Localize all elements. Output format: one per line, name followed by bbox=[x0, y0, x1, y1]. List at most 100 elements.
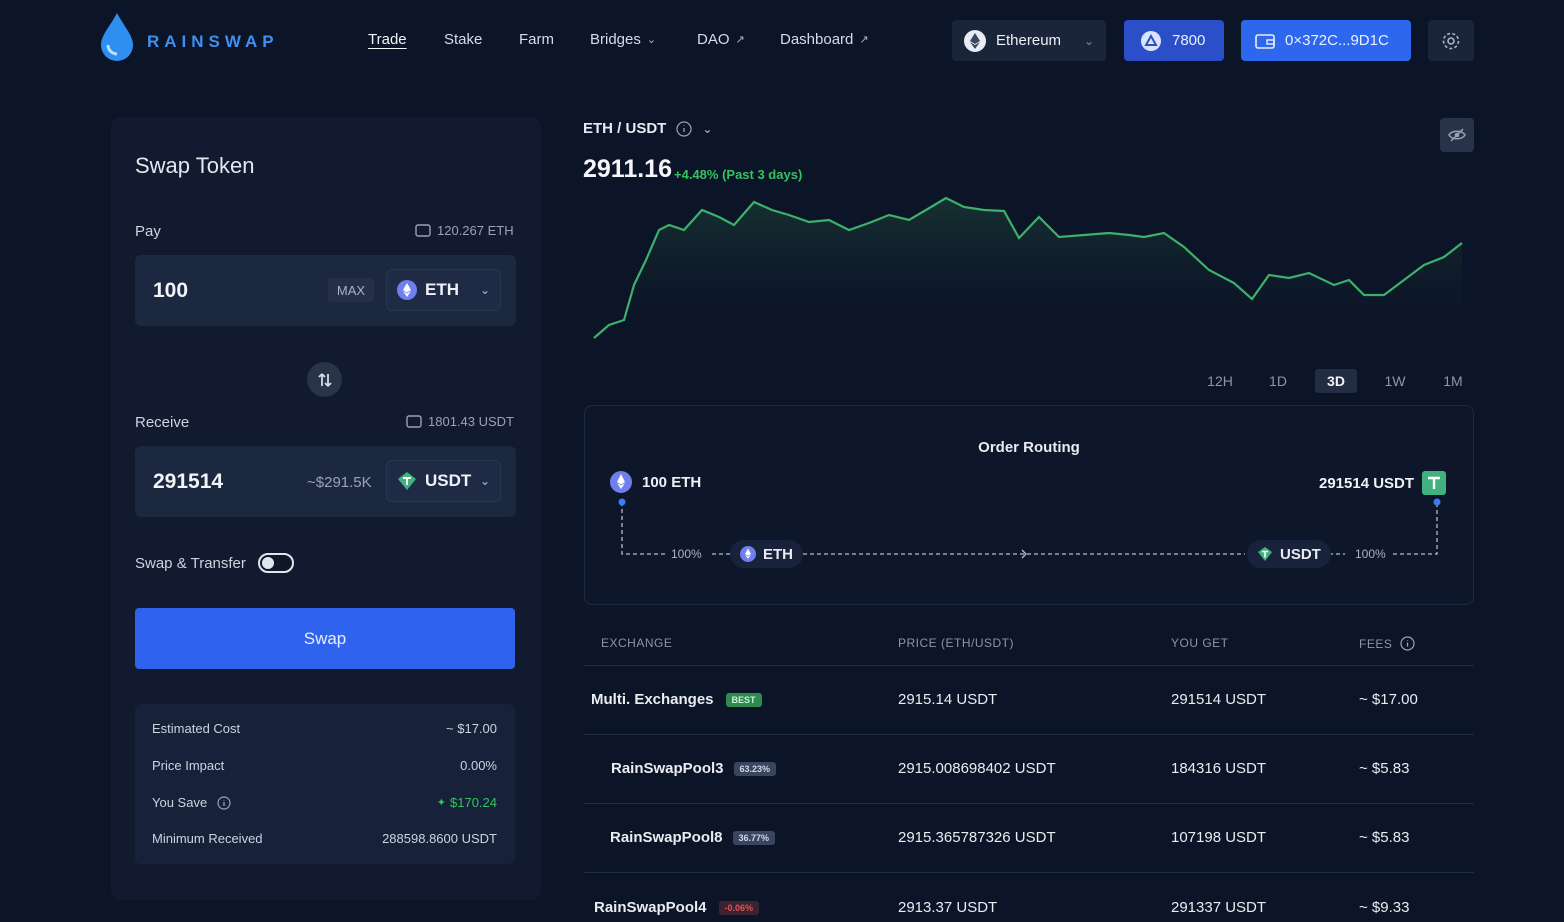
chevron-down-icon: ⌄ bbox=[1083, 33, 1094, 48]
brand-name[interactable]: RAINSWAP bbox=[147, 32, 279, 51]
current-price: 2911.16 bbox=[583, 155, 672, 183]
nav-dao-label: DAO bbox=[697, 31, 730, 48]
external-link-icon: ↗ bbox=[859, 34, 869, 46]
routing-path bbox=[618, 498, 1441, 559]
estimated-cost-row: Estimated Cost ~ $17.00 bbox=[152, 721, 497, 736]
max-button[interactable]: MAX bbox=[328, 278, 374, 302]
network-selector[interactable]: Ethereum ⌄ bbox=[952, 20, 1106, 61]
minimum-received-value: 288598.8600 USDT bbox=[382, 831, 497, 846]
wallet-icon bbox=[406, 415, 422, 428]
row-price: 2915.14 USDT bbox=[898, 691, 998, 708]
table-divider bbox=[584, 734, 1474, 735]
best-badge: BEST bbox=[725, 692, 762, 707]
nav-farm-label: Farm bbox=[519, 31, 554, 48]
price-chart[interactable] bbox=[584, 185, 1474, 350]
route-hop-eth-label: ETH bbox=[763, 545, 793, 563]
route-source: 100 ETH bbox=[610, 471, 701, 493]
route-target-percent: 100% bbox=[1355, 547, 1386, 561]
swap-button[interactable]: Swap bbox=[135, 608, 515, 669]
pair-selector[interactable]: ETH / USDT ⌄ bbox=[583, 120, 712, 137]
price-impact-value: 0.00% bbox=[460, 758, 497, 773]
row-you-get: 107198 USDT bbox=[1171, 829, 1267, 846]
network-name: Ethereum bbox=[996, 32, 1062, 49]
estimated-cost-value: ~ $17.00 bbox=[446, 721, 497, 736]
route-hop-usdt[interactable]: USDT bbox=[1247, 540, 1331, 568]
info-icon[interactable] bbox=[1400, 636, 1415, 651]
flip-tokens-button[interactable] bbox=[307, 362, 342, 397]
nav-dao[interactable]: DAO ↗ bbox=[697, 31, 745, 48]
route-source-amount: 100 ETH bbox=[642, 473, 702, 491]
route-target: 291514 USDT bbox=[1319, 471, 1447, 495]
nav-trade[interactable]: Trade bbox=[368, 31, 407, 48]
swap-transfer-toggle[interactable] bbox=[258, 553, 294, 573]
route-hop-usdt-label: USDT bbox=[1280, 545, 1321, 563]
col-fees: FEES bbox=[1359, 636, 1415, 651]
swap-transfer-label: Swap & Transfer bbox=[135, 555, 246, 572]
col-you-get: YOU GET bbox=[1171, 636, 1229, 650]
nav-dashboard[interactable]: Dashboard ↗ bbox=[780, 31, 869, 48]
chevron-down-icon: ⌄ bbox=[646, 34, 657, 46]
pay-label: Pay bbox=[135, 223, 161, 240]
row-fee: ~ $9.33 bbox=[1359, 899, 1410, 916]
info-icon[interactable] bbox=[676, 120, 692, 137]
nav-stake-label: Stake bbox=[444, 31, 483, 48]
order-routing-panel: Order Routing 100 ETH 291514 USDT 100% E… bbox=[584, 405, 1474, 605]
route-target-amount: 291514 USDT bbox=[1319, 474, 1415, 492]
row-price: 2915.008698402 USDT bbox=[898, 760, 1056, 777]
nav-stake[interactable]: Stake bbox=[444, 31, 482, 48]
party-icon: ✦ bbox=[436, 797, 446, 809]
rainswap-logo-icon[interactable] bbox=[97, 11, 137, 63]
nav-bridges[interactable]: Bridges ⌄ bbox=[590, 31, 656, 48]
chevron-down-icon: ⌄ bbox=[479, 474, 490, 488]
timeframe-1m[interactable]: 1M bbox=[1443, 373, 1463, 389]
pay-box: 100 MAX ETH ⌄ bbox=[135, 255, 516, 326]
receive-amount-input[interactable]: 291514 bbox=[153, 470, 224, 493]
timeframe-1w[interactable]: 1W bbox=[1384, 373, 1406, 389]
receive-label: Receive bbox=[135, 414, 190, 431]
exchange-name: RainSwapPool4 bbox=[594, 899, 707, 916]
price-impact-row: Price Impact 0.00% bbox=[152, 758, 497, 773]
receive-token-selector[interactable]: USDT ⌄ bbox=[386, 460, 501, 502]
ethereum-icon bbox=[740, 546, 756, 562]
tether-icon bbox=[1422, 471, 1447, 495]
table-row[interactable]: Multi. Exchanges BEST 2915.14 USDT 29151… bbox=[584, 666, 1474, 734]
row-you-get: 291514 USDT bbox=[1171, 691, 1267, 708]
receive-box: 291514 ~$291.5K USDT ⌄ bbox=[135, 446, 516, 517]
info-icon[interactable] bbox=[217, 795, 231, 810]
row-price: 2915.365787326 USDT bbox=[898, 829, 1056, 846]
minimum-received-row: Minimum Received 288598.8600 USDT bbox=[152, 831, 497, 846]
wallet-button[interactable]: 0×372C...9D1C bbox=[1241, 20, 1411, 61]
hide-chart-button[interactable] bbox=[1440, 118, 1474, 152]
timeframe-1d[interactable]: 1D bbox=[1269, 373, 1287, 389]
row-exchange: RainSwapPool4 -0.06% bbox=[594, 899, 760, 916]
share-badge: 63.23% bbox=[733, 761, 777, 776]
col-price: PRICE (ETH/USDT) bbox=[898, 636, 1014, 650]
ethereum-icon bbox=[964, 29, 986, 52]
chevron-down-icon: ⌄ bbox=[479, 283, 490, 297]
route-source-percent: 100% bbox=[671, 547, 702, 561]
you-save-value: $170.24 bbox=[450, 795, 497, 810]
route-hop-eth[interactable]: ETH bbox=[730, 540, 803, 568]
pair-label: ETH / USDT bbox=[583, 120, 667, 137]
wallet-address: 0×372C...9D1C bbox=[1285, 32, 1389, 49]
timeframe-3d[interactable]: 3D bbox=[1315, 369, 1357, 393]
price-chart-line bbox=[593, 196, 1463, 339]
table-row[interactable]: RainSwapPool8 36.77% 2915.365787326 USDT… bbox=[584, 804, 1474, 872]
exchange-name: RainSwapPool8 bbox=[610, 829, 723, 846]
timeframe-12h[interactable]: 12H bbox=[1207, 373, 1233, 389]
table-row[interactable]: RainSwapPool4 -0.06% 2913.37 USDT 291337… bbox=[584, 873, 1474, 922]
swap-title: Swap Token bbox=[135, 153, 255, 178]
share-badge: 36.77% bbox=[732, 830, 776, 845]
table-row[interactable]: RainSwapPool3 63.23% 2915.008698402 USDT… bbox=[584, 735, 1474, 803]
pay-balance: 120.267 ETH bbox=[415, 223, 514, 238]
settings-button[interactable] bbox=[1428, 20, 1474, 61]
pay-token-selector[interactable]: ETH ⌄ bbox=[386, 269, 501, 311]
pay-amount-input[interactable]: 100 bbox=[153, 279, 189, 302]
row-you-get: 184316 USDT bbox=[1171, 760, 1267, 777]
wallet-icon bbox=[1255, 33, 1275, 49]
points-button[interactable]: 7800 bbox=[1124, 20, 1224, 61]
you-save-label: You Save bbox=[152, 795, 208, 810]
row-fee: ~ $17.00 bbox=[1359, 691, 1418, 708]
ethereum-icon bbox=[397, 280, 417, 300]
nav-farm[interactable]: Farm bbox=[519, 31, 554, 48]
